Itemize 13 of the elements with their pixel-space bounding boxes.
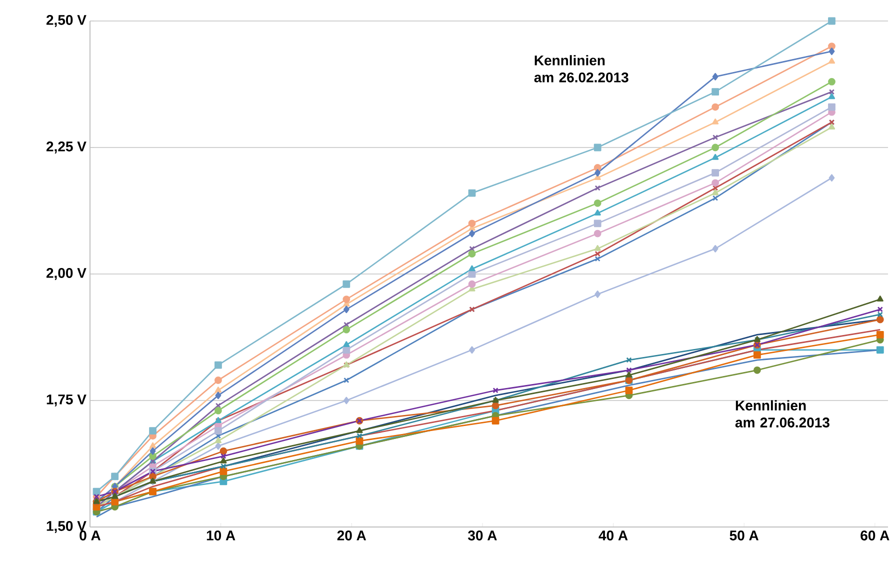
annotation: Kennlinien am 27.06.2013 <box>735 400 830 428</box>
x-tick-label: 10 A <box>206 530 236 540</box>
x-tick-label: 0 A <box>80 530 101 540</box>
x-tick-label: 30 A <box>468 530 497 540</box>
x-tick-label: 50 A <box>730 530 758 540</box>
x-tick-label: 40 A <box>598 530 628 540</box>
annotation: Kennlinien am 26.02.2013 <box>534 55 628 82</box>
x-tick-label: 60 A <box>860 530 890 540</box>
y-tick-label: 2,00 V <box>46 268 86 280</box>
y-tick-label: 1,75 V <box>46 394 86 406</box>
y-tick-label: 2,25 V <box>46 142 86 154</box>
y-tick-label: 2,50 V <box>46 15 86 27</box>
x-tick-label: 20 A <box>337 530 366 540</box>
